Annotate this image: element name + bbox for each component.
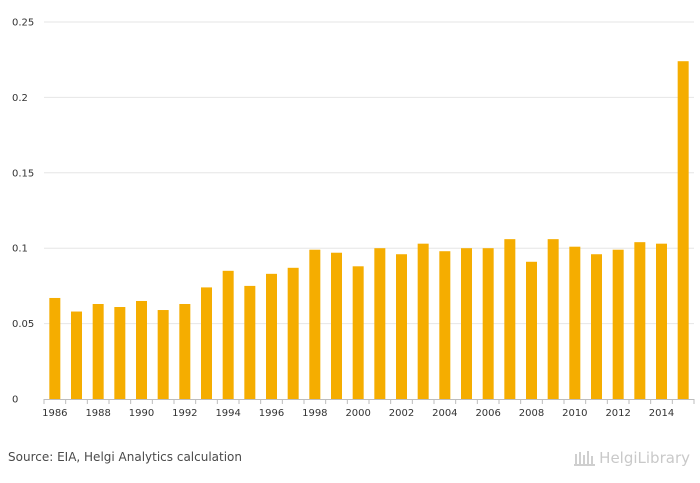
bar-2010 bbox=[569, 246, 581, 399]
x-tick-label: 1994 bbox=[215, 408, 240, 419]
bar-2011 bbox=[591, 254, 602, 399]
y-tick-label: 0 bbox=[12, 395, 18, 406]
x-tick-label: 1996 bbox=[259, 408, 284, 419]
bar-1998 bbox=[309, 249, 321, 399]
bar-2014 bbox=[656, 243, 667, 399]
x-tick-label: 2010 bbox=[562, 408, 587, 419]
bar-1993 bbox=[201, 287, 212, 399]
bar-1994 bbox=[222, 270, 234, 399]
bar-2009 bbox=[547, 239, 559, 399]
bar-1990 bbox=[136, 300, 147, 399]
x-tick-label: 1990 bbox=[129, 408, 154, 419]
bar-1996 bbox=[266, 273, 277, 399]
x-tick-label: 2002 bbox=[389, 408, 414, 419]
y-tick-label: 0.1 bbox=[12, 244, 28, 255]
bar-2000 bbox=[352, 266, 364, 399]
x-tick-label: 1998 bbox=[302, 408, 327, 419]
library-logo-icon bbox=[574, 451, 596, 466]
y-tick-label: 0.2 bbox=[12, 93, 28, 104]
y-tick-label: 0.05 bbox=[12, 319, 34, 330]
bar-1992 bbox=[179, 303, 191, 399]
x-tick-label: 1992 bbox=[172, 408, 197, 419]
x-tick-label: 2004 bbox=[432, 408, 457, 419]
gridlines bbox=[44, 21, 694, 325]
x-tick-label: 1986 bbox=[42, 408, 67, 419]
bar-1997 bbox=[287, 267, 299, 399]
y-axis: 0 0.05 0.1 0.15 0.2 0.25 bbox=[12, 18, 34, 406]
bar-1986 bbox=[49, 297, 61, 399]
x-tick-label: 2000 bbox=[345, 408, 370, 419]
bar-2012 bbox=[612, 249, 624, 399]
x-tick-label: 2012 bbox=[605, 408, 630, 419]
x-tick-label: 1988 bbox=[85, 408, 110, 419]
bar-1988 bbox=[92, 303, 104, 399]
bar-2003 bbox=[417, 243, 429, 399]
bar-2008 bbox=[526, 261, 537, 399]
bar-2002 bbox=[396, 254, 407, 399]
bar-series bbox=[49, 61, 689, 399]
bar-1989 bbox=[114, 307, 126, 399]
y-tick-label: 0.25 bbox=[12, 18, 34, 29]
chart: 0 0.05 0.1 0.15 0.2 0.25 1986 1988 1990 1992 1994… bbox=[12, 18, 695, 419]
bar-1999 bbox=[331, 252, 342, 399]
brand-logo: HelgiLibrary bbox=[574, 449, 690, 467]
y-tick-label: 0.15 bbox=[12, 168, 34, 179]
bar-2007 bbox=[504, 239, 516, 399]
source-note: Source: EIA, Helgi Analytics calculation bbox=[8, 450, 243, 464]
bar-2006 bbox=[482, 248, 494, 399]
bar-2005 bbox=[461, 248, 472, 399]
bar-2001 bbox=[374, 248, 386, 399]
x-tick-label: 2014 bbox=[649, 408, 674, 419]
brand-name: HelgiLibrary bbox=[599, 449, 690, 467]
bar-2013 bbox=[634, 242, 646, 399]
bar-1987 bbox=[71, 311, 82, 399]
x-tick-label: 2006 bbox=[475, 408, 500, 419]
x-tick-label: 2008 bbox=[519, 408, 544, 419]
bar-1995 bbox=[244, 285, 256, 399]
bar-2015 bbox=[677, 61, 689, 399]
x-axis: 1986 1988 1990 1992 1994 1996 1998 2000 2002 2004… bbox=[42, 399, 695, 419]
bar-2004 bbox=[439, 251, 451, 399]
bar-1991 bbox=[157, 310, 169, 399]
